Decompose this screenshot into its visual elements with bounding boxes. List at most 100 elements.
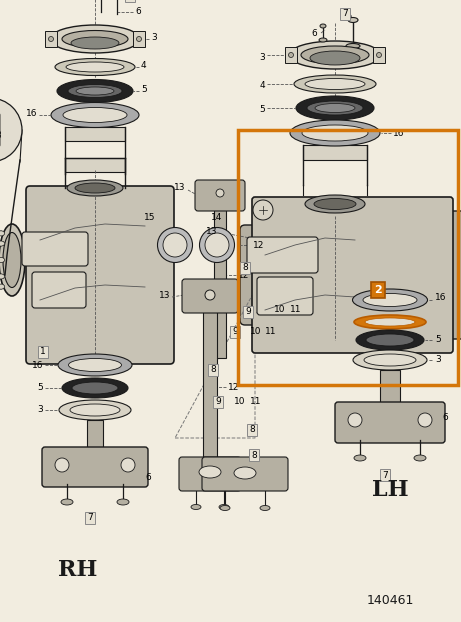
Ellipse shape [366, 334, 414, 346]
Ellipse shape [354, 455, 366, 461]
Text: 12: 12 [238, 271, 249, 279]
Ellipse shape [63, 108, 127, 123]
Text: 3: 3 [259, 52, 265, 62]
Ellipse shape [70, 404, 120, 416]
Bar [65, 158, 125, 172]
Text: 16: 16 [393, 129, 404, 139]
Text: 11: 11 [250, 397, 261, 407]
Text: 16: 16 [25, 108, 37, 118]
Ellipse shape [48, 37, 53, 42]
Bar [133, 31, 145, 47]
Text: 8: 8 [242, 264, 248, 272]
Text: 8: 8 [249, 425, 255, 435]
Text: 16: 16 [435, 294, 447, 302]
Ellipse shape [69, 358, 122, 371]
Bar [380, 370, 400, 405]
Text: 5: 5 [37, 384, 43, 392]
Text: 14: 14 [211, 213, 223, 221]
Ellipse shape [0, 274, 5, 279]
Ellipse shape [3, 233, 21, 287]
Text: 3: 3 [37, 406, 43, 414]
Ellipse shape [302, 125, 368, 141]
Ellipse shape [66, 62, 124, 72]
Ellipse shape [0, 231, 5, 236]
FancyBboxPatch shape [26, 186, 174, 364]
FancyBboxPatch shape [416, 211, 461, 339]
Ellipse shape [57, 80, 133, 103]
Ellipse shape [72, 382, 118, 394]
FancyBboxPatch shape [22, 232, 88, 266]
Circle shape [55, 458, 69, 472]
Ellipse shape [289, 52, 294, 57]
Bar [373, 47, 385, 63]
Bar [65, 127, 125, 141]
Ellipse shape [320, 24, 326, 28]
Ellipse shape [199, 466, 221, 478]
Circle shape [253, 200, 273, 220]
Circle shape [0, 98, 22, 162]
Ellipse shape [310, 51, 360, 65]
Text: RH: RH [58, 559, 98, 581]
Text: 15: 15 [144, 213, 156, 221]
Circle shape [418, 413, 432, 427]
Ellipse shape [260, 506, 270, 511]
Ellipse shape [0, 284, 5, 289]
Ellipse shape [353, 289, 427, 311]
Ellipse shape [364, 354, 416, 366]
Text: 12: 12 [228, 383, 239, 391]
Bar [87, 420, 103, 450]
Ellipse shape [71, 37, 119, 49]
Text: 10: 10 [250, 328, 261, 337]
Ellipse shape [307, 101, 363, 115]
Text: 10: 10 [274, 305, 285, 315]
Ellipse shape [377, 52, 382, 57]
Ellipse shape [51, 103, 139, 128]
Ellipse shape [305, 78, 365, 90]
Ellipse shape [158, 228, 193, 262]
Text: 4: 4 [260, 80, 265, 90]
Text: 5: 5 [259, 104, 265, 113]
Ellipse shape [0, 241, 5, 246]
Ellipse shape [353, 350, 427, 370]
Ellipse shape [346, 44, 360, 49]
Text: 7: 7 [342, 9, 348, 19]
Ellipse shape [0, 274, 5, 279]
Text: 3: 3 [151, 32, 157, 42]
Ellipse shape [0, 231, 5, 236]
FancyBboxPatch shape [195, 180, 245, 211]
Text: 5: 5 [141, 85, 147, 93]
Ellipse shape [296, 96, 374, 120]
FancyBboxPatch shape [32, 272, 86, 308]
Ellipse shape [301, 46, 369, 64]
FancyBboxPatch shape [247, 237, 318, 273]
Ellipse shape [163, 233, 187, 257]
Ellipse shape [68, 85, 122, 98]
Bar [45, 31, 57, 47]
Ellipse shape [0, 258, 5, 262]
Text: 9: 9 [232, 328, 238, 337]
Text: LH: LH [372, 479, 408, 501]
Text: 12: 12 [253, 241, 264, 249]
Text: 6: 6 [311, 29, 317, 37]
Ellipse shape [67, 180, 123, 196]
Bar [214, 208, 226, 358]
Text: 8: 8 [251, 450, 257, 460]
Text: 13: 13 [173, 182, 185, 192]
Ellipse shape [220, 506, 230, 511]
Ellipse shape [55, 58, 135, 75]
Text: 6: 6 [442, 414, 448, 422]
Text: 4: 4 [141, 60, 147, 70]
Ellipse shape [59, 400, 131, 420]
Ellipse shape [136, 37, 142, 42]
Circle shape [121, 458, 135, 472]
Ellipse shape [363, 294, 417, 307]
FancyBboxPatch shape [240, 225, 305, 325]
Text: 18: 18 [0, 131, 1, 139]
Ellipse shape [76, 87, 114, 95]
Ellipse shape [319, 38, 327, 42]
Ellipse shape [289, 41, 381, 69]
Ellipse shape [205, 290, 215, 300]
Ellipse shape [117, 499, 129, 505]
Bar [303, 145, 367, 160]
Ellipse shape [61, 499, 73, 505]
